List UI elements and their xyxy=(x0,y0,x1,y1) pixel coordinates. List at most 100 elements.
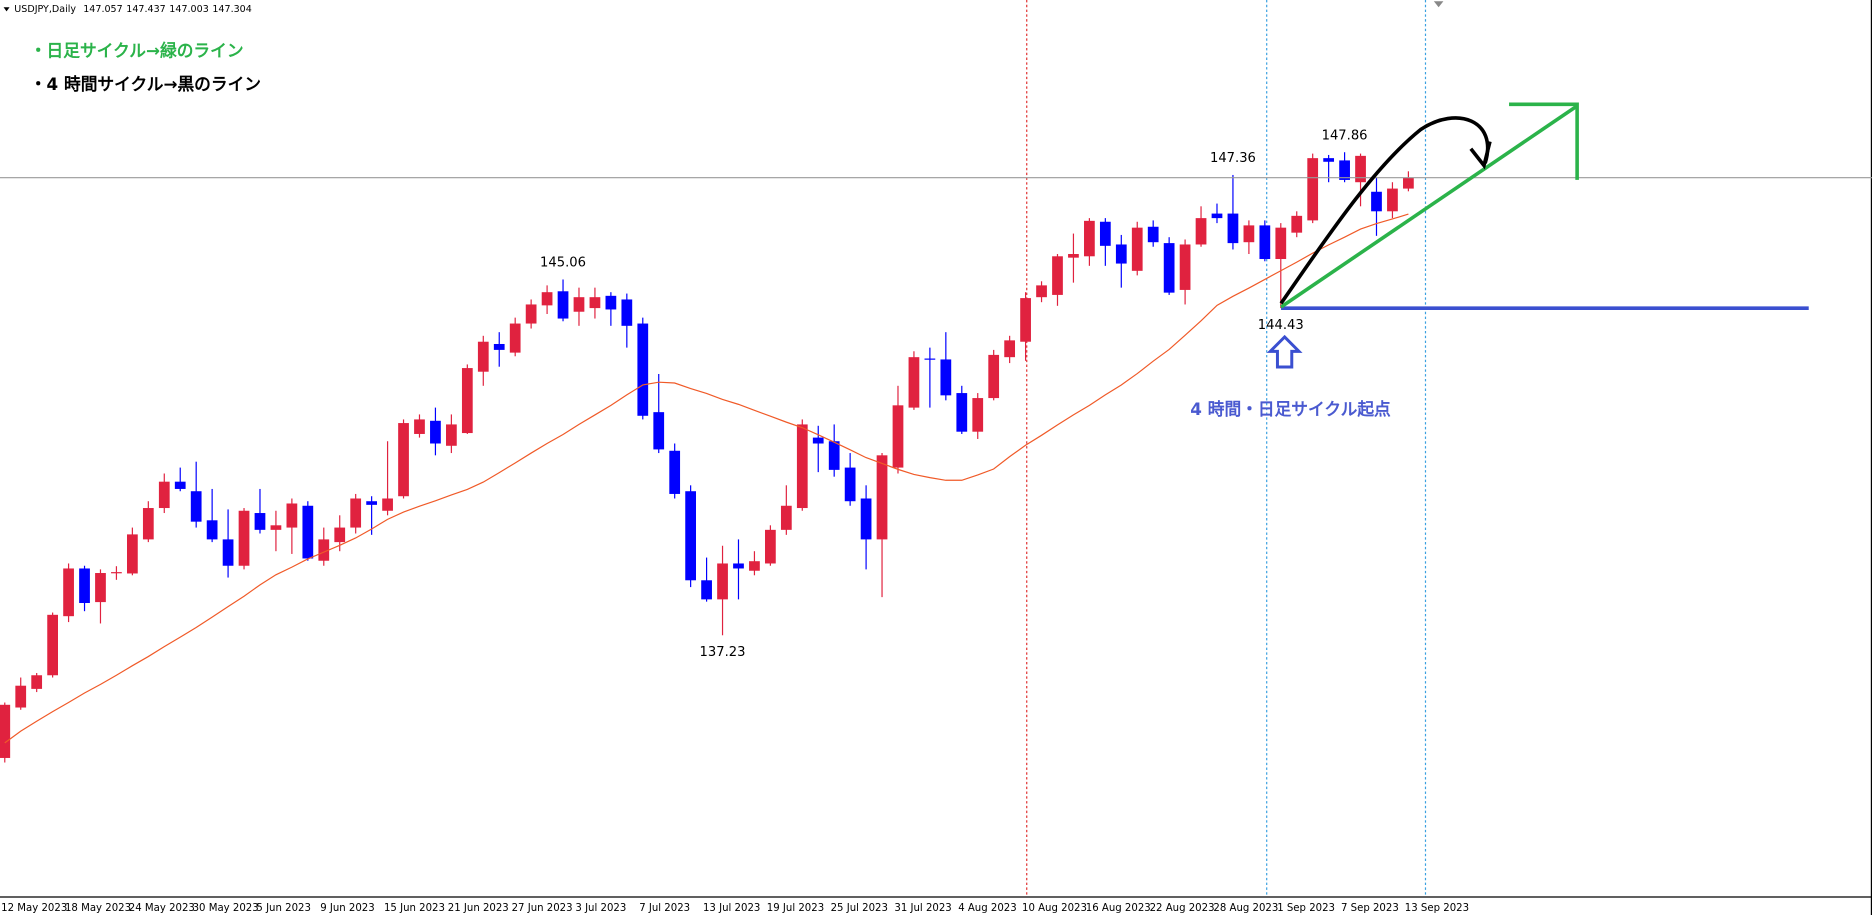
candle-body xyxy=(1323,158,1335,162)
candle-body xyxy=(1068,254,1079,258)
candle-body xyxy=(908,357,920,408)
candle-body xyxy=(1020,298,1031,342)
candle-body xyxy=(1243,225,1255,243)
candle-body xyxy=(350,498,362,528)
candle-body xyxy=(79,568,90,604)
x-tick-label: 22 Aug 2023 xyxy=(1150,903,1215,914)
annotation: ・4 時間サイクル→黒のライン xyxy=(30,74,261,94)
x-tick-label: 15 Jun 2023 xyxy=(384,903,445,914)
candle-body xyxy=(844,467,856,502)
x-tick-label: 1 Sep 2023 xyxy=(1277,903,1335,914)
price-label: 147.86 xyxy=(1322,128,1368,143)
x-tick-label: 3 Jul 2023 xyxy=(575,903,626,914)
candle-body xyxy=(15,685,27,708)
candle-body xyxy=(1355,155,1366,183)
candle-body xyxy=(254,513,266,530)
candle-body xyxy=(286,503,298,528)
candle-body xyxy=(0,704,11,758)
candle-body xyxy=(1195,218,1207,245)
price-label: 137.23 xyxy=(700,645,746,660)
candle-body xyxy=(1339,160,1350,180)
x-tick-label: 28 Aug 2023 xyxy=(1213,903,1278,914)
header-value: 147.057 xyxy=(83,4,122,15)
candle-body xyxy=(605,295,617,310)
candle-body xyxy=(1004,340,1016,358)
candle-body xyxy=(541,292,553,306)
candle-body xyxy=(1147,226,1159,243)
candle-body xyxy=(860,498,872,540)
candle-body xyxy=(477,341,489,372)
candle-body xyxy=(174,481,186,489)
x-tick-label: 16 Aug 2023 xyxy=(1086,903,1151,914)
candle-body xyxy=(509,323,521,353)
candle-body xyxy=(1115,244,1127,264)
candle-body xyxy=(924,358,936,360)
candle-body xyxy=(366,501,378,505)
header-value: 147.003 xyxy=(169,4,208,15)
green-arrow-head xyxy=(1509,102,1579,180)
candle-body xyxy=(1291,215,1303,233)
candle-body xyxy=(446,424,457,446)
price-label: 144.43 xyxy=(1258,318,1304,333)
x-tick-label: 13 Jul 2023 xyxy=(703,903,760,914)
x-tick-label: 9 Jun 2023 xyxy=(320,903,375,914)
candle-body xyxy=(1163,243,1175,293)
candle-body xyxy=(828,441,840,470)
candle-body xyxy=(127,534,138,574)
candle-body xyxy=(972,398,984,432)
x-tick-label: 21 Jun 2023 xyxy=(448,903,509,914)
candle-body xyxy=(63,568,74,617)
candle-body xyxy=(270,525,282,530)
x-tick-label: 7 Jul 2023 xyxy=(639,903,690,914)
candle-body xyxy=(685,491,697,581)
price-label: 145.06 xyxy=(540,256,586,271)
price-label: 147.36 xyxy=(1210,151,1256,166)
candle-body xyxy=(637,323,649,416)
candle-body xyxy=(47,614,58,676)
x-tick-label: 7 Sep 2023 xyxy=(1341,903,1399,914)
candle-body xyxy=(111,572,122,574)
candle-body xyxy=(733,563,744,569)
candle-body xyxy=(940,359,952,396)
x-tick-label: 12 May 2023 xyxy=(1,903,67,914)
x-tick-label: 13 Sep 2023 xyxy=(1405,903,1469,914)
candle-body xyxy=(430,420,441,444)
x-tick-label: 31 Jul 2023 xyxy=(894,903,951,914)
candle-body xyxy=(876,455,888,540)
candle-body xyxy=(765,529,776,564)
candle-body xyxy=(31,675,43,689)
candle-body xyxy=(669,450,681,494)
candle-body xyxy=(796,424,808,509)
candle-body xyxy=(1211,213,1223,219)
x-tick-label: 5 Jun 2023 xyxy=(256,903,311,914)
candle-body xyxy=(653,412,665,450)
x-tick-label: 10 Aug 2023 xyxy=(1022,903,1087,914)
candle-body xyxy=(1179,244,1191,290)
menu-triangle xyxy=(3,7,10,12)
candle-body xyxy=(892,405,904,468)
candle-body xyxy=(142,508,154,540)
candle-body xyxy=(334,527,346,543)
annotation: ・日足サイクル→緑のライン xyxy=(30,41,244,61)
candle-body xyxy=(1084,220,1095,257)
x-tick-label: 4 Aug 2023 xyxy=(958,903,1016,914)
candle-body xyxy=(238,510,250,566)
candle-body xyxy=(1036,285,1047,298)
candle-body xyxy=(1387,188,1398,212)
candle-body xyxy=(461,368,473,434)
candle-body xyxy=(621,299,633,326)
drawings xyxy=(1266,102,1809,369)
green-cycle-line xyxy=(1280,105,1577,309)
candle-body xyxy=(158,481,170,509)
candle-body xyxy=(557,291,569,319)
x-tick-label: 18 May 2023 xyxy=(65,903,131,914)
symbol-title: USDJPY,Daily xyxy=(14,4,76,15)
candle-body xyxy=(1131,227,1143,271)
candle-body xyxy=(573,297,585,312)
candle-body xyxy=(988,354,1000,399)
candle-body xyxy=(382,498,393,511)
candle-body xyxy=(318,539,330,561)
annotation: 4 時間・日足サイクル起点 xyxy=(1190,399,1391,419)
